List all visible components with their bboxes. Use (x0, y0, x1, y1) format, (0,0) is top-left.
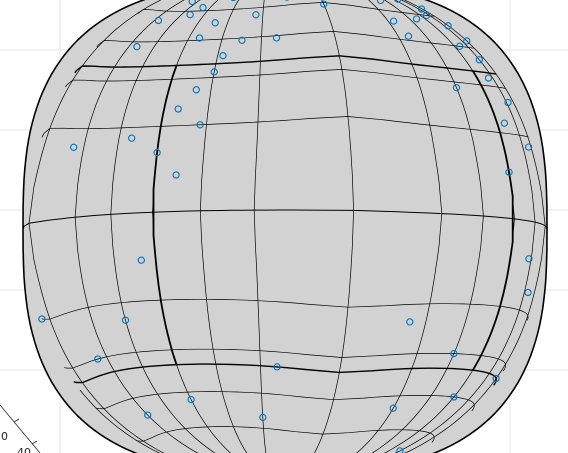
data-point (524, 288, 532, 297)
data-point (210, 68, 218, 76)
data-point (211, 19, 219, 27)
axis-ticks: 50 40 (0, 404, 41, 453)
data-point (404, 32, 413, 40)
data-point (444, 22, 452, 30)
data-point (94, 355, 102, 363)
data-point (484, 74, 493, 82)
cube-edge-line (73, 363, 497, 386)
tick-mark (13, 418, 20, 423)
data-points (38, 0, 533, 453)
parallel-line (95, 391, 475, 412)
data-point (144, 411, 152, 419)
data-point (133, 43, 141, 51)
data-point (396, 447, 404, 453)
data-point (128, 134, 136, 142)
data-point (38, 315, 46, 323)
data-point (192, 86, 200, 94)
tick-label: 50 (0, 430, 8, 443)
cube-edge-line (74, 55, 497, 75)
parallel-line (64, 348, 507, 372)
cube-edge-line (152, 65, 178, 365)
data-point (450, 393, 458, 401)
sphere-outline (22, 0, 548, 453)
parallel-line (23, 209, 547, 229)
data-point (174, 105, 182, 113)
data-point (452, 84, 461, 92)
data-point (450, 349, 458, 358)
data-point (320, 0, 328, 8)
meridian-line (79, 389, 160, 453)
data-point (500, 119, 509, 127)
parallel-line (96, 31, 475, 49)
data-point (188, 0, 196, 6)
data-point (475, 56, 483, 64)
data-point (195, 34, 204, 42)
data-point (389, 404, 397, 412)
parallel-line (137, 2, 435, 17)
sphere-surface (22, 0, 548, 453)
parallel-line (65, 69, 506, 89)
data-point (376, 0, 385, 5)
data-point (456, 42, 464, 50)
data-point (272, 34, 281, 42)
data-point (196, 121, 204, 129)
data-point (394, 0, 402, 3)
data-point (525, 255, 533, 263)
data-point (252, 11, 260, 19)
parallel-line (135, 426, 435, 443)
data-point (524, 143, 533, 151)
data-point (187, 395, 195, 404)
sphere-mesh-lines (23, 0, 547, 453)
data-point (137, 256, 145, 264)
data-point (186, 11, 194, 19)
data-point (412, 15, 421, 23)
data-point (238, 36, 246, 44)
data-point (259, 413, 267, 422)
data-point (505, 168, 513, 176)
data-point (417, 5, 426, 13)
data-point (70, 143, 78, 151)
cube-edge-line (472, 70, 514, 371)
tick-mark (31, 440, 38, 445)
tick-label: 40 (17, 446, 31, 453)
data-point (154, 16, 163, 25)
data-point (504, 98, 512, 107)
data-point (406, 318, 414, 326)
x-axis-line (0, 404, 41, 453)
data-point (463, 37, 471, 45)
data-point (121, 316, 130, 324)
data-point (422, 11, 431, 20)
data-point (199, 3, 207, 12)
parallel-line (41, 298, 529, 321)
data-point (219, 52, 227, 60)
parallel-line (41, 116, 529, 138)
data-point (172, 171, 180, 179)
data-point (230, 0, 236, 2)
data-point (389, 17, 398, 25)
data-point (273, 363, 281, 371)
data-point (492, 374, 500, 383)
data-point (153, 148, 161, 157)
